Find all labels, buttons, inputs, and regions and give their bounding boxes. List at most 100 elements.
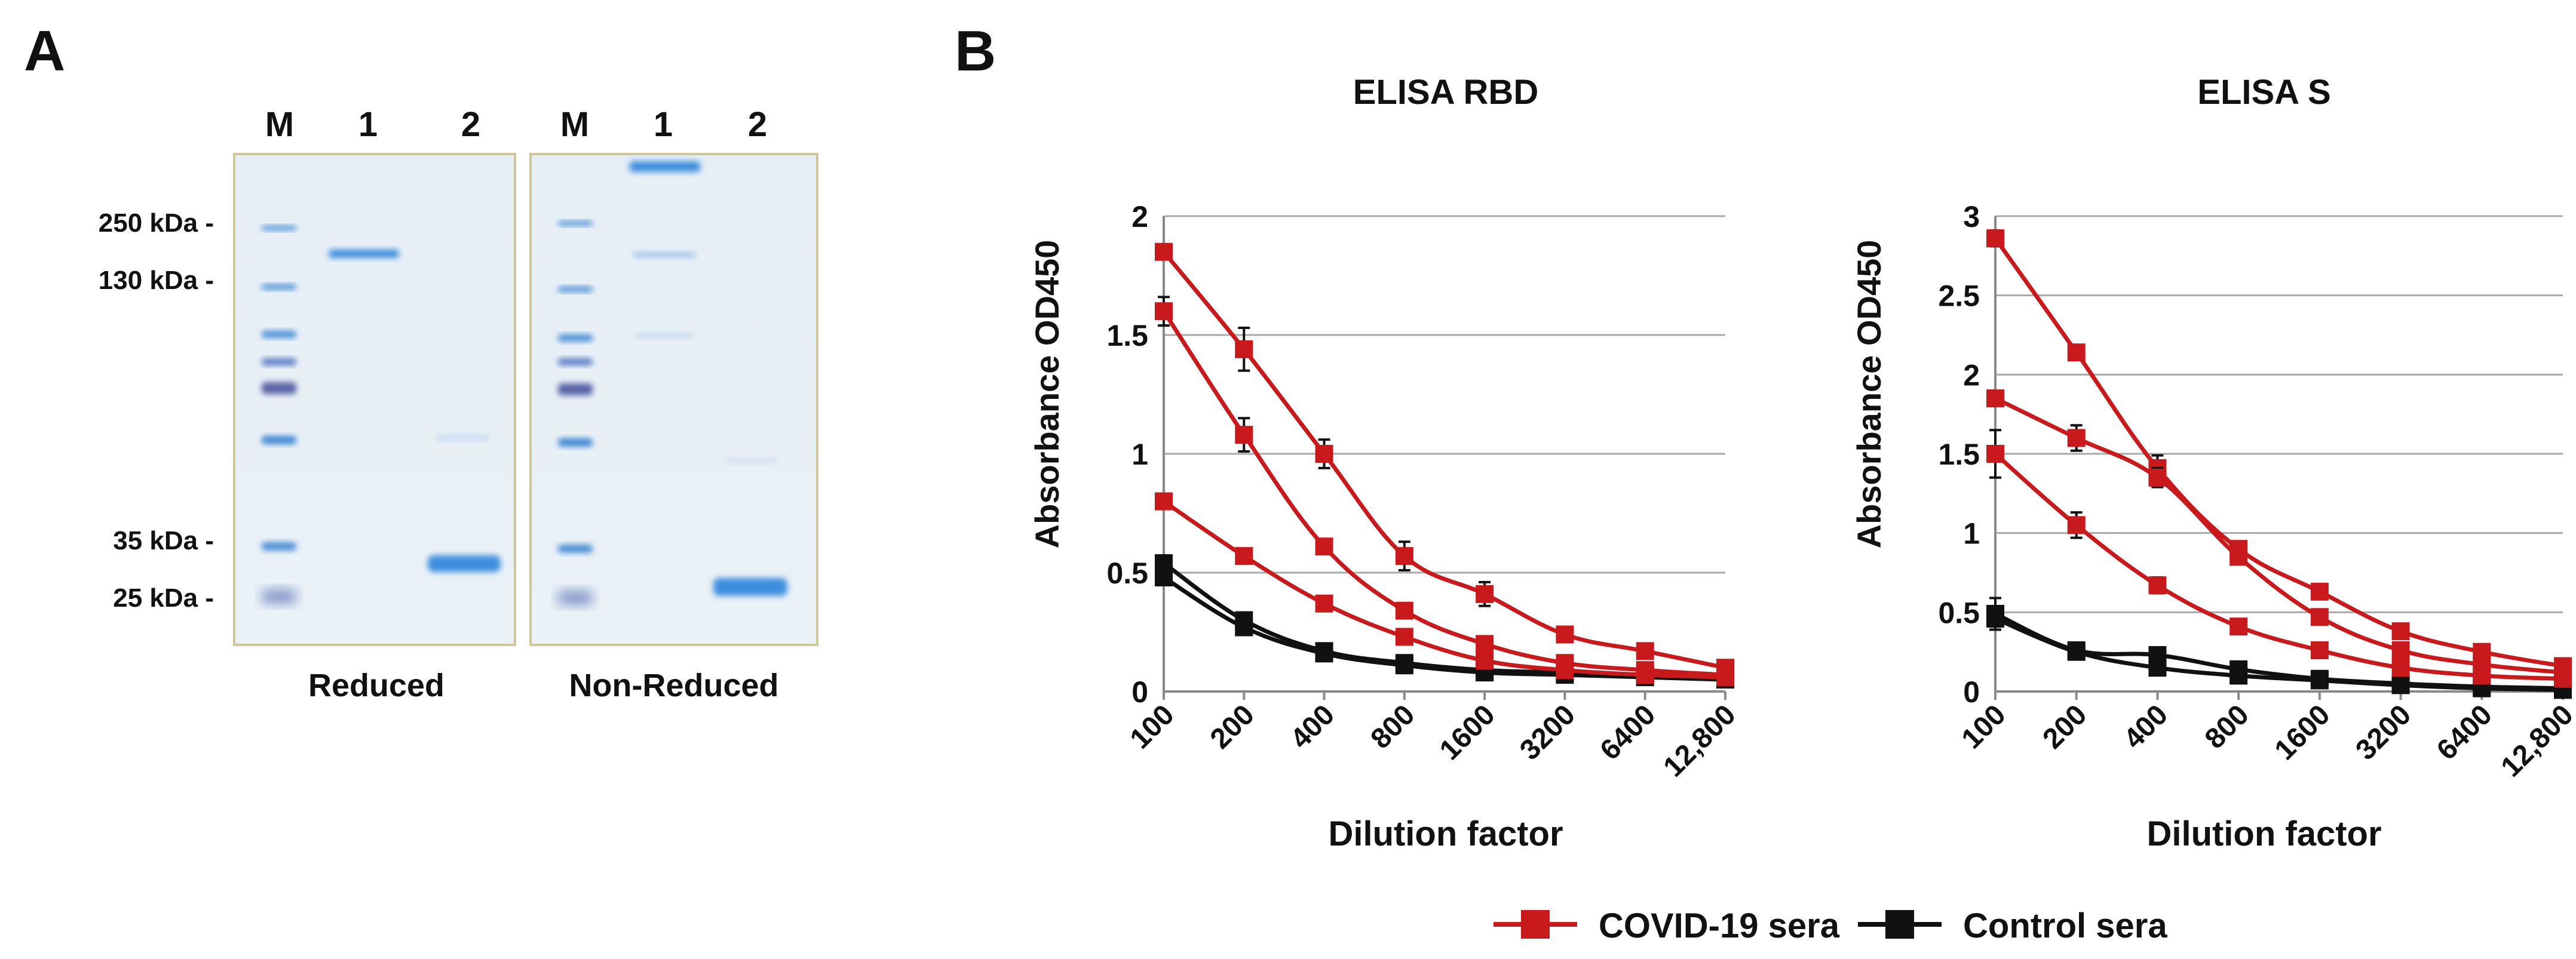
- data-point: [1155, 492, 1173, 511]
- ladder-band: [262, 226, 296, 230]
- lane-label-reduced-2: 2: [461, 105, 480, 144]
- ladder-band: [558, 383, 593, 395]
- x-tick-label: 3200: [1514, 699, 1581, 766]
- ladder-band: [558, 221, 593, 226]
- chart-title: ELISA S: [2197, 73, 2330, 112]
- data-point: [1556, 661, 1574, 680]
- data-point: [2067, 643, 2086, 661]
- data-point: [1986, 445, 2004, 463]
- ladder-band: [262, 542, 296, 551]
- series-covid-0: [1155, 242, 1734, 677]
- x-tick-label: 400: [2118, 699, 2174, 755]
- data-point: [2554, 669, 2572, 688]
- band-nonreduced-lane-2: [713, 578, 787, 596]
- x-tick-label: 12,800: [1657, 699, 1741, 783]
- ladder-band: [262, 358, 296, 365]
- series-line: [1993, 396, 2565, 675]
- ladder-band: [262, 284, 296, 290]
- ladder-reduced: [262, 226, 296, 603]
- marker-label-250: 250 kDa -: [99, 208, 214, 238]
- data-point: [2067, 429, 2086, 447]
- y-axis-label: Absorbance OD450: [1028, 240, 1066, 549]
- data-point: [2067, 343, 2086, 362]
- gel-nonreduced: [529, 153, 818, 646]
- data-point: [2310, 641, 2329, 660]
- x-tick-label: 200: [1204, 699, 1261, 755]
- band-reduced-lane-2: [428, 555, 501, 572]
- gel-caption-nonreduced: Non-Reduced: [569, 668, 779, 703]
- data-point: [1476, 585, 1494, 603]
- data-point: [2230, 617, 2248, 636]
- data-point: [2310, 582, 2329, 601]
- data-point: [1986, 229, 2004, 248]
- gel-reduced: [233, 153, 516, 646]
- lane-label-nonreduced-2: 2: [748, 105, 767, 144]
- ladder-band: [262, 436, 296, 444]
- series-covid-2: [1155, 492, 1734, 687]
- data-point: [1395, 601, 1413, 620]
- ladder-nonreduced: [558, 221, 593, 604]
- data-point: [2473, 666, 2491, 685]
- data-point: [2391, 641, 2410, 660]
- series-control-4: [1986, 609, 2572, 699]
- data-point: [1155, 302, 1173, 321]
- band-nonreduced-lane-1: [630, 161, 700, 172]
- y-tick-label: 1.5: [1938, 438, 1980, 471]
- gel-caption-reduced: Reduced: [308, 668, 444, 703]
- lane-label-nonreduced-1: 1: [654, 105, 673, 144]
- series-covid-2: [1986, 429, 2572, 688]
- data-point: [1986, 389, 2004, 408]
- x-tick-label: 1600: [1434, 699, 1501, 766]
- x-axis-label: Dilution factor: [1328, 814, 1563, 853]
- lane-label-reduced-1: 1: [358, 105, 378, 144]
- legend-covid-label: COVID-19 sera: [1599, 906, 1840, 945]
- x-tick-label: 6400: [2431, 699, 2498, 766]
- y-axis-label: Absorbance OD450: [1850, 240, 1888, 549]
- data-point: [2391, 659, 2410, 677]
- ladder-band: [558, 334, 593, 342]
- marker-label-25: 25 kDa -: [113, 583, 214, 613]
- data-point: [1315, 594, 1333, 613]
- legend-control-label: Control sera: [1963, 906, 2167, 945]
- x-tick-label: 400: [1284, 699, 1341, 755]
- data-point: [1235, 547, 1253, 565]
- panel-b-label: B: [955, 19, 996, 83]
- data-point: [1476, 651, 1494, 670]
- y-tick-label: 0.5: [1938, 596, 1980, 629]
- data-point: [1986, 609, 2004, 628]
- series-line: [1993, 236, 2565, 668]
- marker-label-130: 130 kDa -: [99, 266, 214, 295]
- band-reduced-lane-2-faint: [436, 435, 490, 441]
- data-point: [2148, 468, 2167, 487]
- data-point: [1556, 625, 1574, 644]
- data-point: [1315, 445, 1333, 463]
- panel-a: A M 1 2 M 1 2 250 kDa - 130 kDa - 35 kDa…: [24, 19, 818, 703]
- data-point: [1395, 656, 1413, 675]
- data-point: [1716, 668, 1734, 687]
- data-point: [2310, 608, 2329, 626]
- ladder-band: [558, 545, 593, 553]
- ladder-band: [558, 358, 593, 365]
- y-tick-label: 0.5: [1106, 557, 1148, 590]
- data-point: [2310, 671, 2329, 690]
- data-point: [1476, 635, 1494, 653]
- x-tick-label: 12,800: [2495, 699, 2576, 783]
- chart-elisa-s: ELISA S Absorbance OD450 Dilution factor…: [1850, 73, 2576, 853]
- panel-b: B ELISA RBD Absorbance OD450 Dilution fa…: [955, 19, 2576, 945]
- y-tick-label: 3: [1963, 200, 1980, 233]
- y-tick-label: 1: [1963, 517, 1980, 551]
- data-point: [1235, 340, 1253, 358]
- y-tick-label: 1: [1131, 438, 1148, 471]
- data-point: [2067, 516, 2086, 534]
- legend: COVID-19 sera Control sera: [1494, 906, 2167, 945]
- ladder-band: [558, 438, 593, 447]
- chart-title: ELISA RBD: [1353, 73, 1538, 112]
- x-axis-label: Dilution factor: [2146, 814, 2381, 853]
- legend-control-marker: [1885, 910, 1914, 939]
- ladder-band: [558, 591, 593, 604]
- data-point: [1395, 547, 1413, 565]
- data-point: [2148, 659, 2167, 677]
- series-line: [1161, 250, 1728, 670]
